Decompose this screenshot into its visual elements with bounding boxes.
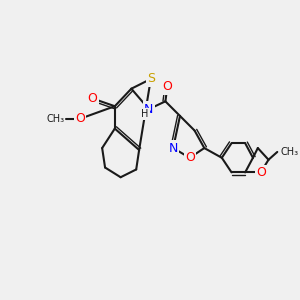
Text: S: S [147,73,155,85]
Text: O: O [162,80,172,93]
Text: N: N [169,142,178,154]
Text: N: N [144,103,154,116]
Text: O: O [185,151,195,164]
Text: O: O [88,92,98,105]
Text: CH₃: CH₃ [280,147,298,157]
Text: O: O [256,166,266,179]
Text: H: H [141,109,148,119]
Text: O: O [75,112,85,125]
Text: CH₃: CH₃ [46,114,64,124]
